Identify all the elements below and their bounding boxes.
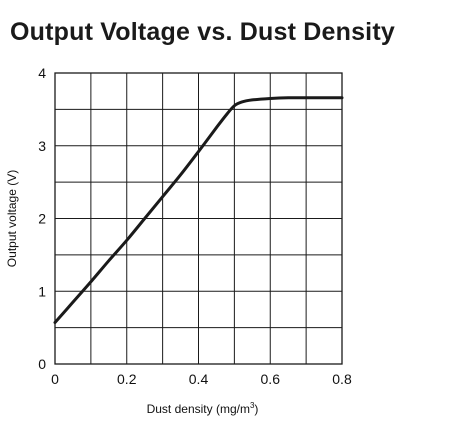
tick-labels: 0 0.2 0.4 0.6 0.8 0 1 2 3 4 — [38, 65, 352, 387]
voltage-curve — [53, 96, 344, 325]
x-axis-label: Dust density (mg/m3) — [147, 401, 259, 416]
y-axis-label: Output voltage (V) — [5, 170, 19, 267]
y-tick-label: 0 — [38, 356, 46, 372]
y-tick-label: 4 — [38, 65, 46, 81]
y-tick-label: 1 — [38, 283, 46, 299]
x-axis-label-text: Dust density (mg/m — [147, 402, 250, 416]
x-tick-label: 0.6 — [261, 371, 281, 387]
x-axis-label-superscript: 3 — [250, 401, 255, 410]
grid — [55, 73, 342, 364]
chart-title: Output Voltage vs. Dust Density — [10, 18, 395, 46]
x-tick-label: 0.2 — [117, 371, 137, 387]
y-tick-label: 2 — [38, 211, 46, 227]
plot-frame — [54, 72, 343, 365]
x-axis-label-suffix: ) — [254, 402, 258, 416]
x-tick-label: 0 — [51, 371, 59, 387]
y-tick-label: 3 — [38, 138, 46, 154]
x-tick-label: 0.4 — [189, 371, 209, 387]
x-tick-label: 0.8 — [332, 371, 352, 387]
